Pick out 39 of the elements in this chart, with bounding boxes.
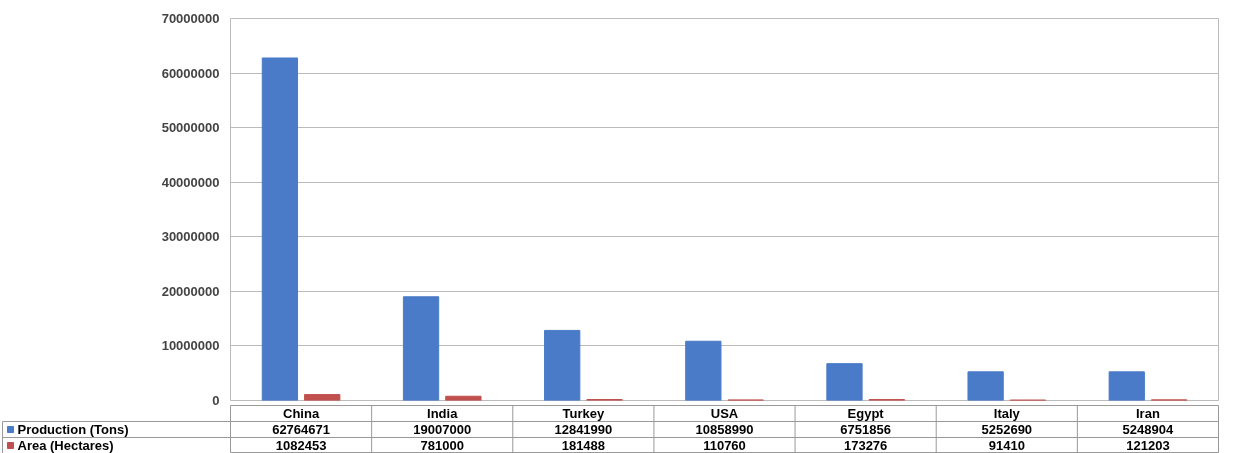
- x-tick-label: Italy: [993, 406, 1021, 421]
- data-label: 6751856: [840, 422, 891, 437]
- x-tick-label: USA: [710, 406, 739, 421]
- y-tick-label: 30000000: [161, 229, 220, 245]
- data-label: 5248904: [1122, 422, 1174, 437]
- x-tick-label: Iran: [1136, 406, 1160, 421]
- y-tick-label: 20000000: [161, 283, 220, 299]
- bar: [967, 371, 1004, 401]
- y-tick-label: 70000000: [161, 11, 220, 26]
- y-tick-label: 50000000: [161, 120, 220, 136]
- y-tick-label: 60000000: [161, 65, 220, 81]
- data-label: 173276: [843, 438, 888, 453]
- y-tick-label: 40000000: [161, 174, 220, 190]
- y-tick-label: 0: [212, 393, 220, 408]
- x-tick-label: Egypt: [847, 406, 885, 421]
- legend-label: Production (Tons): [17, 422, 129, 437]
- data-label: 91410: [988, 438, 1025, 453]
- bar: [261, 57, 299, 401]
- bar: [826, 363, 863, 401]
- legend-label: Area (Hectares): [17, 438, 114, 453]
- data-label: 1082453: [275, 438, 327, 453]
- data-label: 62764671: [272, 422, 330, 437]
- bar: [685, 340, 722, 401]
- bar: [1108, 371, 1145, 401]
- bar: [402, 296, 440, 401]
- bar: [544, 329, 581, 401]
- data-label: 10858990: [695, 422, 754, 437]
- data-label: 110760: [703, 438, 746, 453]
- data-label: 19007000: [413, 422, 472, 437]
- x-tick-label: India: [427, 406, 459, 421]
- x-tick-label: Turkey: [562, 406, 605, 421]
- data-label: 12841990: [554, 422, 613, 437]
- data-label: 5252690: [981, 422, 1033, 437]
- data-label: 781000: [420, 438, 464, 453]
- data-label: 181488: [561, 438, 606, 453]
- data-label: 121203: [1126, 438, 1170, 453]
- x-tick-label: China: [283, 406, 320, 421]
- y-tick-label: 10000000: [161, 338, 220, 354]
- bar: [304, 394, 341, 401]
